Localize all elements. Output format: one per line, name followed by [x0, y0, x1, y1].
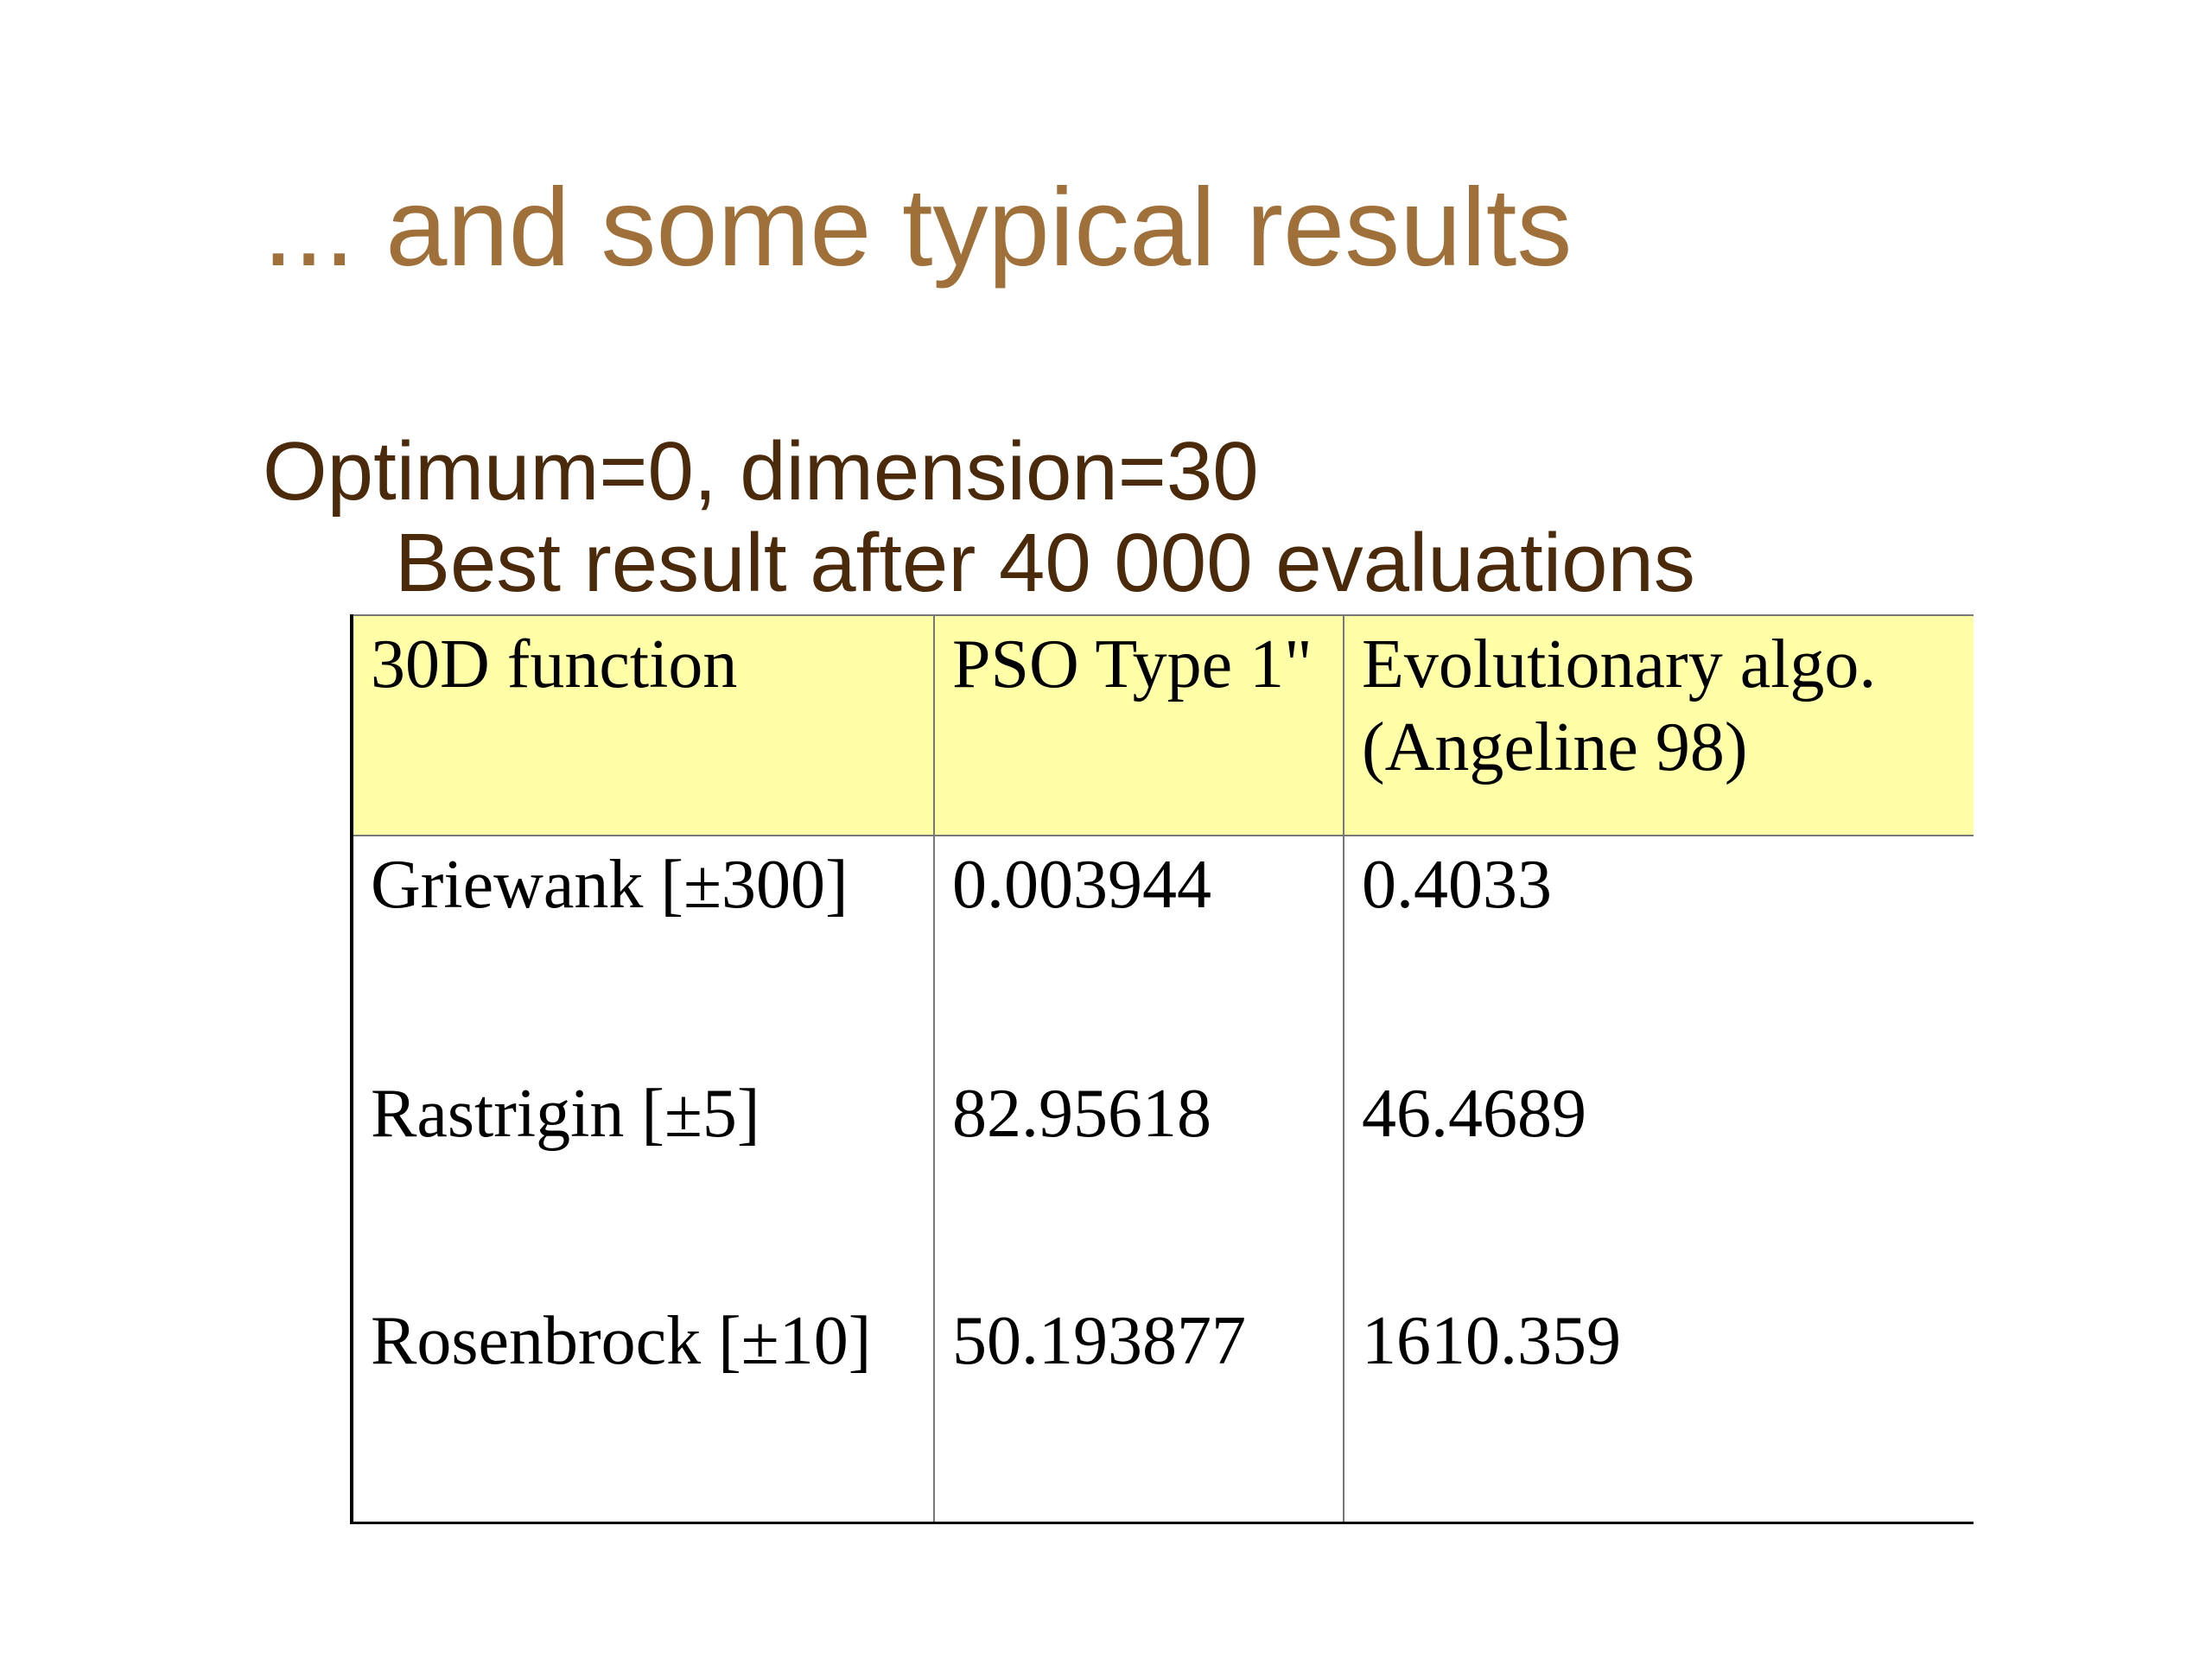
table-cell: 0.003944 [933, 835, 1344, 1065]
subtitle: Best result after 40 000 evaluations [395, 517, 1695, 609]
table-cell: 50.193877 [933, 1292, 1344, 1524]
table-header: 30D function PSO Type 1" Evolutionary al… [350, 614, 1974, 836]
table-cell: 0.4033 [1343, 835, 1974, 1065]
table-body: Griewank [±300] 0.003944 0.4033 Rastrigin [… [350, 835, 1974, 1524]
table-cell: Rosenbrock [±10] [350, 1292, 935, 1524]
header-row: 30D function PSO Type 1" Evolutionary al… [350, 614, 1974, 836]
slide-title: ... and some typical results [263, 166, 1573, 289]
column-header: PSO Type 1" [933, 614, 1344, 836]
table-row: Griewank [±300] 0.003944 0.4033 [350, 835, 1974, 1065]
table-row: Rosenbrock [±10] 50.193877 1610.359 [350, 1292, 1974, 1524]
results-table: 30D function PSO Type 1" Evolutionary al… [350, 614, 1974, 1524]
column-header: 30D function [350, 614, 935, 836]
column-header: Evolutionary algo.(Angeline 98) [1343, 614, 1974, 836]
table-cell: 46.4689 [1343, 1065, 1974, 1293]
table-row: Rastrigin [±5] 82.95618 46.4689 [350, 1065, 1974, 1293]
subtitle: Optimum=0, dimension=30 [263, 425, 1259, 518]
table-cell: 82.95618 [933, 1065, 1344, 1293]
table-cell: Griewank [±300] [350, 835, 935, 1065]
table-cell: Rastrigin [±5] [350, 1065, 935, 1293]
table-cell: 1610.359 [1343, 1292, 1974, 1524]
